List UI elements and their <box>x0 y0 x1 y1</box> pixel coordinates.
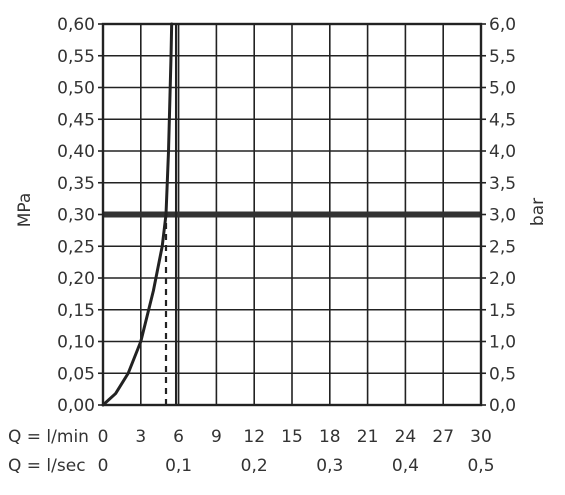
x-tick-label: 27 <box>432 427 454 447</box>
series-layer <box>101 22 174 407</box>
y-tick-label-left: 0,20 <box>57 269 95 289</box>
y-tick-label-right: 4,5 <box>489 110 516 130</box>
y-tick-label-left: 0,35 <box>57 174 95 194</box>
y-tick-label-left: 0,30 <box>57 206 95 226</box>
series-line <box>101 22 174 407</box>
y-tick-label-left: 0,10 <box>57 333 95 353</box>
x-axis-row-label: Q = l/sec <box>8 456 86 476</box>
y-tick-label-right: 2,5 <box>489 237 516 257</box>
x-tick-label: 12 <box>243 427 265 447</box>
x-tick-label: 0,5 <box>467 456 494 476</box>
y-tick-label-right: 5,5 <box>489 47 516 67</box>
y-tick-label-left: 0,00 <box>57 396 95 416</box>
x-tick-label: 0 <box>98 427 109 447</box>
plot-frame <box>98 22 486 407</box>
tick-labels: 0,000,050,100,150,200,250,300,350,400,45… <box>8 15 516 476</box>
y-tick-label-right: 3,5 <box>489 174 516 194</box>
x-tick-label: 6 <box>173 427 184 447</box>
y-tick-label-left: 0,45 <box>57 110 95 130</box>
x-tick-label: 9 <box>211 427 222 447</box>
y-tick-label-right: 2,0 <box>489 269 516 289</box>
y-tick-label-right: 1,5 <box>489 301 516 321</box>
x-tick-label: 30 <box>470 427 492 447</box>
y-axis-title-right: bar <box>528 198 548 226</box>
x-tick-label: 0,4 <box>392 456 419 476</box>
x-tick-label: 3 <box>135 427 146 447</box>
y-tick-label-right: 0,5 <box>489 364 516 384</box>
y-tick-label-left: 0,55 <box>57 47 95 67</box>
y-tick-label-left: 0,25 <box>57 237 95 257</box>
y-tick-label-left: 0,05 <box>57 364 95 384</box>
y-tick-label-left: 0,60 <box>57 15 95 35</box>
x-tick-label: 18 <box>319 427 341 447</box>
x-tick-label: 0 <box>98 456 109 476</box>
x-tick-label: 15 <box>281 427 303 447</box>
y-tick-label-right: 3,0 <box>489 206 516 226</box>
y-tick-label-right: 0,0 <box>489 396 516 416</box>
x-tick-label: 24 <box>395 427 417 447</box>
y-tick-label-left: 0,50 <box>57 79 95 99</box>
x-tick-label: 0,1 <box>165 456 192 476</box>
y-tick-label-right: 5,0 <box>489 79 516 99</box>
y-tick-label-right: 6,0 <box>489 15 516 35</box>
x-tick-label: 0,2 <box>241 456 268 476</box>
y-tick-label-left: 0,40 <box>57 142 95 162</box>
y-axis-title-left: MPa <box>15 193 35 228</box>
x-tick-label: 21 <box>357 427 379 447</box>
y-tick-label-right: 4,0 <box>489 142 516 162</box>
x-tick-label: 0,3 <box>316 456 343 476</box>
y-tick-label-right: 1,0 <box>489 333 516 353</box>
y-tick-label-left: 0,15 <box>57 301 95 321</box>
x-axis-row-label: Q = l/min <box>8 427 89 447</box>
